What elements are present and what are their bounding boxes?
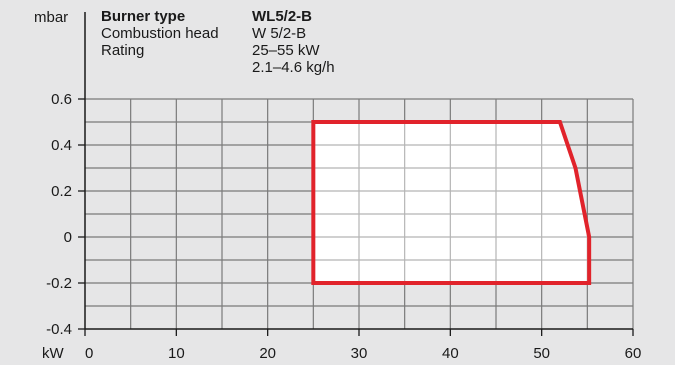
x-tick-label: 20 — [259, 345, 276, 362]
working-field-boundary — [311, 120, 592, 285]
y-tick-label: -0.2 — [46, 275, 72, 292]
header-label: Combustion head — [101, 25, 219, 42]
x-tick-label: 10 — [168, 345, 185, 362]
header-value: 25–55 kW — [252, 42, 320, 59]
x-tick-label: 40 — [442, 345, 459, 362]
y-tick-label: 0.4 — [51, 137, 72, 154]
y-tick-label: 0.6 — [51, 91, 72, 108]
header-label: Burner type — [101, 8, 185, 25]
working-field-fill — [313, 122, 590, 283]
header-label: Rating — [101, 42, 144, 59]
axes — [78, 12, 634, 336]
x-tick-label: 50 — [533, 345, 550, 362]
y-axis-label: mbar — [34, 9, 68, 26]
header-value: W 5/2-B — [252, 25, 306, 42]
header-value: WL5/2-B — [252, 8, 312, 25]
x-tick-label: 60 — [625, 345, 642, 362]
x-axis-label: kW — [42, 345, 65, 362]
y-tick-label: -0.4 — [46, 321, 72, 338]
y-tick-label: 0.2 — [51, 183, 72, 200]
working-field-outline — [311, 120, 592, 285]
burner-info-header: Burner type WL5/2-B Combustion head W 5/2-B… — [101, 8, 335, 76]
x-tick-label: 0 — [85, 345, 93, 362]
working-field-area — [313, 122, 590, 283]
x-tick-label: 30 — [351, 345, 368, 362]
labels: mbar kW 0 10 20 30 40 50 60 0.6 0.4 0.2 0 -0.2 -0.4 — [34, 9, 641, 362]
y-tick-label: 0 — [64, 229, 72, 246]
header-value: 2.1–4.6 kg/h — [252, 59, 335, 76]
